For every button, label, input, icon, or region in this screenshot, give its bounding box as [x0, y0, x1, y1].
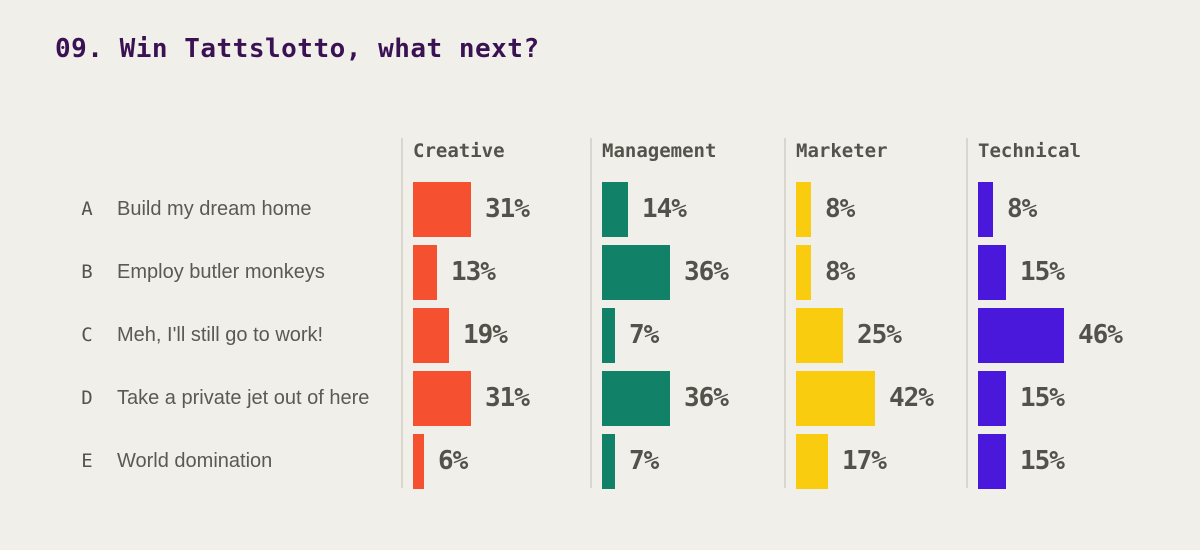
- bar-value-marketer-d: 42%: [889, 383, 934, 413]
- bar-technical-b: [978, 245, 1006, 300]
- option-letter: B: [81, 261, 93, 283]
- bar-management-c: [602, 308, 615, 363]
- bar-management-e: [602, 434, 615, 489]
- bar-marketer-c: [796, 308, 843, 363]
- column-header-creative: Creative: [413, 140, 505, 162]
- option-label: Meh, I'll still go to work!: [117, 324, 324, 346]
- bar-value-creative-e: 6%: [438, 446, 468, 476]
- column-header-marketer: Marketer: [796, 140, 888, 162]
- option-letter: D: [81, 387, 93, 409]
- bar-technical-c: [978, 308, 1064, 363]
- bar-value-technical-b: 15%: [1020, 257, 1065, 287]
- bar-creative-e: [413, 434, 424, 489]
- bar-value-creative-a: 31%: [485, 194, 530, 224]
- bar-technical-e: [978, 434, 1006, 489]
- bar-management-b: [602, 245, 670, 300]
- bar-value-marketer-e: 17%: [842, 446, 887, 476]
- option-letter: A: [81, 198, 93, 220]
- page-title: 09. Win Tattslotto, what next?: [55, 34, 540, 64]
- bar-value-technical-d: 15%: [1020, 383, 1065, 413]
- bar-management-a: [602, 182, 628, 237]
- bar-value-technical-e: 15%: [1020, 446, 1065, 476]
- column-divider: [590, 138, 592, 488]
- bar-value-management-b: 36%: [684, 257, 729, 287]
- column-divider: [401, 138, 403, 488]
- bar-value-technical-c: 46%: [1078, 320, 1123, 350]
- option-label: World domination: [117, 450, 273, 472]
- bar-creative-b: [413, 245, 437, 300]
- bar-value-marketer-b: 8%: [825, 257, 855, 287]
- option-label: Take a private jet out of here: [117, 387, 370, 409]
- bar-value-marketer-c: 25%: [857, 320, 902, 350]
- bar-value-management-e: 7%: [629, 446, 659, 476]
- bar-marketer-e: [796, 434, 828, 489]
- bar-value-technical-a: 8%: [1007, 194, 1037, 224]
- bar-value-management-d: 36%: [684, 383, 729, 413]
- column-header-management: Management: [602, 140, 717, 162]
- bar-value-creative-d: 31%: [485, 383, 530, 413]
- bar-creative-a: [413, 182, 471, 237]
- bar-creative-d: [413, 371, 471, 426]
- bar-marketer-d: [796, 371, 875, 426]
- bar-creative-c: [413, 308, 449, 363]
- bar-value-creative-b: 13%: [451, 257, 496, 287]
- bar-technical-d: [978, 371, 1006, 426]
- bar-value-creative-c: 19%: [463, 320, 508, 350]
- bar-marketer-a: [796, 182, 811, 237]
- column-divider: [966, 138, 968, 488]
- bar-management-d: [602, 371, 670, 426]
- option-letter: E: [81, 450, 93, 472]
- option-label: Build my dream home: [117, 198, 312, 220]
- column-divider: [784, 138, 786, 488]
- bar-marketer-b: [796, 245, 811, 300]
- bar-value-marketer-a: 8%: [825, 194, 855, 224]
- option-letter: C: [81, 324, 93, 346]
- column-header-technical: Technical: [978, 140, 1081, 162]
- option-label: Employ butler monkeys: [117, 261, 325, 283]
- bar-technical-a: [978, 182, 993, 237]
- bar-value-management-a: 14%: [642, 194, 687, 224]
- bar-value-management-c: 7%: [629, 320, 659, 350]
